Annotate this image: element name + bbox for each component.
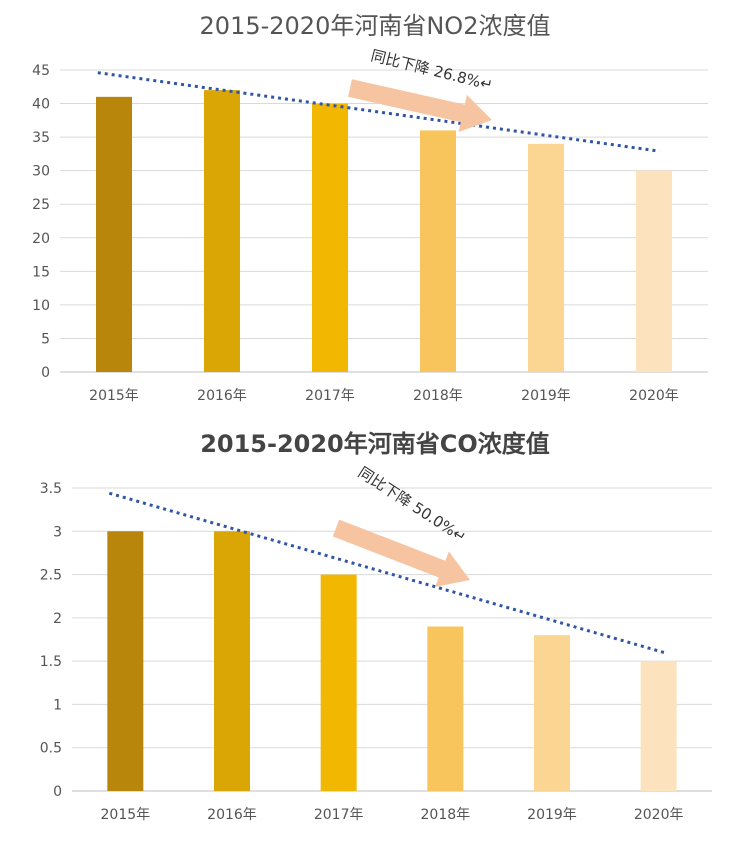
y-tick-label: 10 — [32, 298, 50, 314]
x-tick-label: 2019年 — [527, 807, 577, 823]
x-tick-label: 2020年 — [634, 807, 684, 823]
trendline — [97, 71, 660, 153]
y-tick-label: 0.5 — [40, 741, 62, 757]
bar-2020年 — [640, 661, 677, 791]
bar-2016年 — [214, 531, 250, 791]
trendline — [108, 491, 665, 654]
no2-chart-title: 2015-2020年河南省NO2浓度值 — [200, 12, 551, 40]
y-tick-label: 2 — [53, 611, 62, 627]
co-chart-title: 2015-2020年河南省CO浓度值 — [200, 430, 550, 458]
y-tick-label: 35 — [32, 130, 50, 146]
x-tick-label: 2019年 — [521, 388, 571, 404]
x-tick-label: 2020年 — [629, 388, 679, 404]
y-tick-label: 0 — [53, 784, 62, 800]
x-tick-label: 2016年 — [207, 807, 257, 823]
x-tick-label: 2015年 — [89, 388, 139, 404]
y-tick-label: 40 — [32, 97, 50, 113]
bar-2020年 — [636, 170, 672, 372]
bar-2015年 — [107, 531, 144, 791]
x-tick-label: 2015年 — [101, 807, 151, 823]
bar-2017年 — [320, 574, 357, 791]
y-tick-label: 45 — [32, 63, 50, 79]
trend-arrow — [348, 79, 493, 132]
y-tick-label: 0 — [41, 365, 50, 381]
bar-2015年 — [96, 96, 132, 372]
bar-2019年 — [534, 635, 570, 791]
x-tick-label: 2018年 — [413, 388, 463, 404]
trend-arrow-shape — [348, 79, 493, 132]
trend-arrow-shape — [332, 519, 471, 587]
y-tick-label: 20 — [32, 231, 50, 247]
x-tick-label: 2017年 — [314, 807, 364, 823]
y-tick-label: 15 — [32, 264, 50, 280]
y-tick-label: 5 — [41, 331, 50, 347]
y-tick-label: 25 — [32, 197, 50, 213]
no2-chart-svg: 2015-2020年河南省NO2浓度值 0 5 10 15 20 25 30 35 40 45 20… — [32, 12, 708, 404]
y-tick-label: 30 — [32, 164, 50, 180]
co-chart: 2015-2020年河南省CO浓度值 0 0.5 1 1.5 2 2.5 3 3.5 2015年… — [0, 420, 750, 842]
bar-2017年 — [312, 103, 348, 373]
y-tick-label: 1.5 — [40, 654, 62, 670]
bar-2019年 — [528, 143, 564, 372]
bar-2016年 — [204, 90, 240, 372]
trend-arrow — [332, 519, 471, 587]
bar-2018年 — [427, 626, 464, 791]
x-tick-label: 2016年 — [197, 388, 247, 404]
co-chart-svg: 2015-2020年河南省CO浓度值 0 0.5 1 1.5 2 2.5 3 3.5 2015年… — [40, 430, 712, 823]
x-tick-label: 2018年 — [421, 807, 471, 823]
bar-2018年 — [420, 130, 456, 372]
y-tick-label: 1 — [53, 697, 62, 713]
y-tick-label: 3 — [53, 524, 62, 540]
y-tick-label: 2.5 — [40, 568, 62, 584]
no2-chart: 2015-2020年河南省NO2浓度值 0 5 10 15 20 25 30 35 40 45 20… — [0, 0, 750, 420]
y-tick-label: 3.5 — [40, 481, 62, 497]
x-tick-label: 2017年 — [305, 388, 355, 404]
